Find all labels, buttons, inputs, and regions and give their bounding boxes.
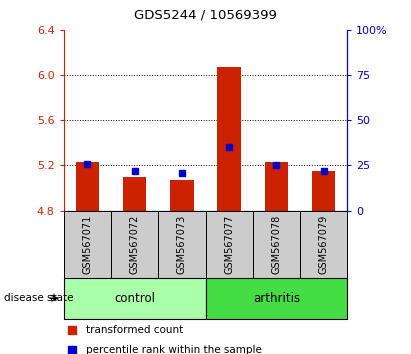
Text: control: control (114, 292, 155, 305)
Bar (64, 211, 111, 278)
Bar (123, 177, 146, 211)
Bar (170, 180, 194, 211)
Text: disease state: disease state (4, 293, 74, 303)
Text: GSM567072: GSM567072 (129, 215, 140, 274)
Text: transformed count: transformed count (86, 325, 184, 336)
Bar (76, 162, 99, 211)
Text: GSM567079: GSM567079 (319, 215, 329, 274)
Text: percentile rank within the sample: percentile rank within the sample (86, 346, 262, 354)
Text: GDS5244 / 10569399: GDS5244 / 10569399 (134, 9, 277, 22)
Bar (300, 211, 347, 278)
Bar (64, 278, 206, 319)
Text: GSM567073: GSM567073 (177, 215, 187, 274)
Bar (265, 162, 288, 211)
Bar (253, 211, 300, 278)
Text: arthritis: arthritis (253, 292, 300, 305)
Text: GSM567071: GSM567071 (82, 215, 92, 274)
Bar (206, 278, 347, 319)
Bar (158, 211, 206, 278)
Text: GSM567077: GSM567077 (224, 215, 234, 274)
Bar (217, 67, 241, 211)
Bar (111, 211, 158, 278)
Bar (206, 211, 253, 278)
Bar (312, 171, 335, 211)
Text: GSM567078: GSM567078 (271, 215, 282, 274)
